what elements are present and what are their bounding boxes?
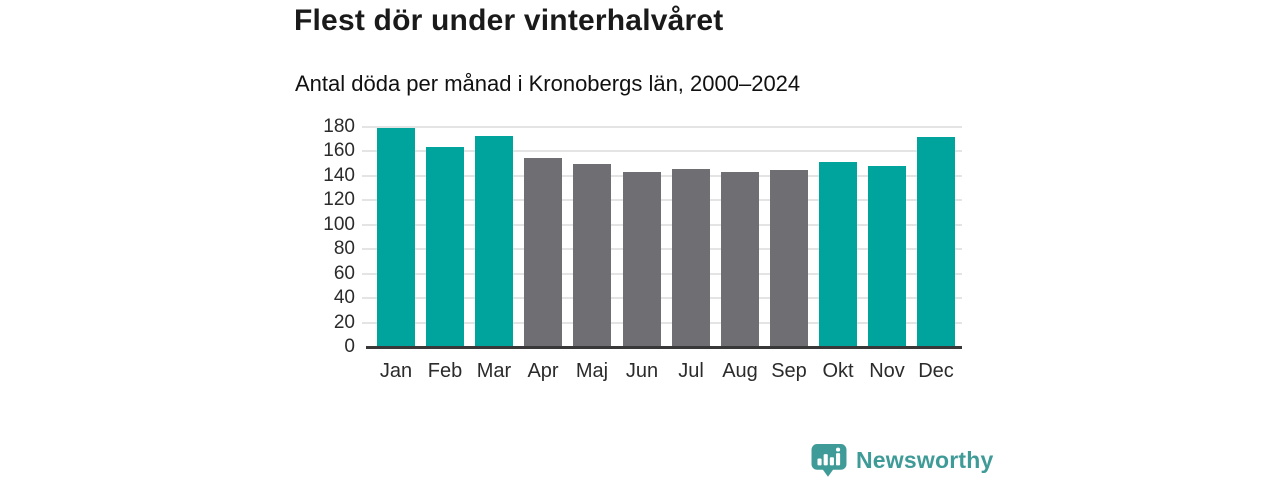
y-axis-tick-80: 80 [333,238,355,259]
newsworthy-logo-icon [811,443,847,477]
x-axis-tick-maj: Maj [575,360,609,382]
bar-jul [672,169,710,347]
gridline-100 [362,224,962,226]
bar-maj [573,164,611,347]
bar-okt [819,162,857,347]
x-axis-tick-jan: Jan [379,360,413,382]
bar-mar [475,136,513,347]
gridline-120 [362,199,962,201]
y-axis-tick-180: 180 [323,116,355,137]
x-axis-tick-mar: Mar [476,360,512,382]
y-axis-tick-120: 120 [323,189,355,210]
bar-jun [623,172,661,347]
gridline-40 [362,297,962,299]
y-axis-tick-60: 60 [333,263,355,284]
gridline-160 [362,150,962,152]
y-axis-tick-20: 20 [333,312,355,333]
y-axis-tick-100: 100 [323,214,355,235]
gridline-20 [362,322,962,324]
bar-aug [721,172,759,347]
x-axis-tick-okt: Okt [822,360,854,382]
bar-feb [426,147,464,347]
x-axis-tick-dec: Dec [918,360,954,382]
chart-subtitle: Antal döda per månad i Kronobergs län, 2… [295,71,801,96]
x-axis-tick-jul: Jul [678,360,704,382]
x-axis-tick-apr: Apr [527,360,559,382]
bar-sep [770,170,808,347]
y-axis-tick-0: 0 [344,336,355,357]
gridline-80 [362,248,962,250]
gridline-180 [362,126,962,128]
y-axis-tick-40: 40 [333,287,355,308]
x-axis-tick-sep: Sep [771,360,807,382]
x-axis-tick-nov: Nov [869,360,905,382]
x-axis-tick-aug: Aug [722,360,758,382]
x-axis-tick-jun: Jun [625,360,659,382]
bar-nov [868,166,906,347]
y-axis-tick-160: 160 [323,140,355,161]
bar-jan [377,128,415,347]
y-axis-tick-140: 140 [323,165,355,186]
x-axis-line [366,346,962,349]
brand-footer: Newsworthy [811,442,993,478]
chart-title: Flest dör under vinterhalvåret [294,4,724,37]
bar-dec [917,137,955,347]
brand-name: Newsworthy [856,446,994,473]
gridline-60 [362,273,962,275]
x-axis-tick-feb: Feb [427,360,463,382]
gridline-140 [362,175,962,177]
bar-apr [524,158,562,347]
